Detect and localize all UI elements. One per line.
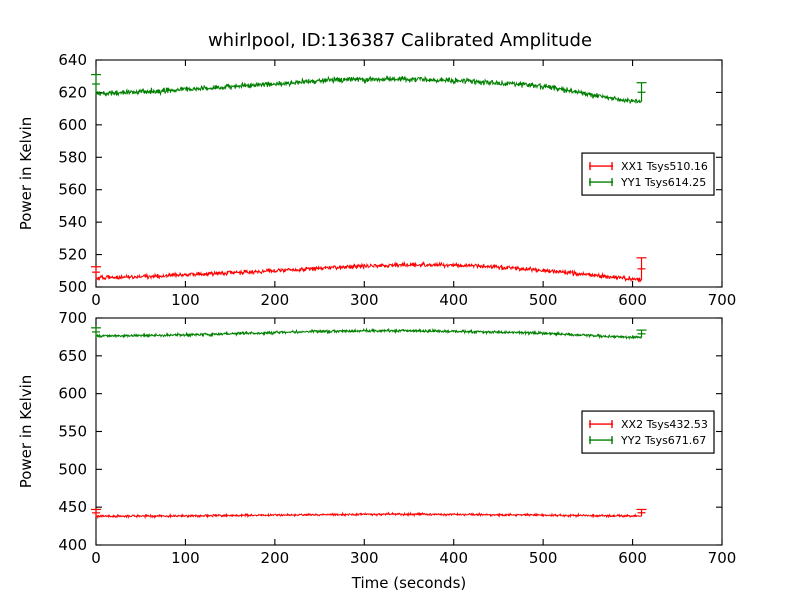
x-tick-label: 100	[171, 549, 200, 567]
x-tick-label: 400	[439, 549, 468, 567]
plot-panel-bottom: 0 100 200 300 400 500 600 700 400 450 500 550 600 650…	[17, 309, 736, 592]
x-tick-label: 700	[708, 549, 737, 567]
y-tick-label: 450	[58, 498, 87, 516]
data-trace	[95, 75, 642, 104]
y-tick-label: 640	[58, 51, 87, 69]
x-tick-label: 300	[350, 549, 379, 567]
legend-entry-label: XX1 Tsys510.16	[621, 160, 708, 173]
x-tick-label: 0	[91, 549, 101, 567]
y-tick-label: 600	[58, 385, 87, 403]
y-tick-label: 500	[58, 278, 87, 296]
x-tick-label: 200	[261, 549, 290, 567]
y-tick-label: 650	[58, 347, 87, 365]
axes-frame	[95, 59, 723, 288]
legend-entry-label: XX2 Tsys432.53	[621, 418, 708, 431]
plot-panel-top: 0 100 200 300 400 500 600 700 500 520 540 560 580 600…	[17, 51, 736, 309]
x-tick-label: 400	[439, 291, 468, 309]
legend-entry-label: YY1 Tsys614.25	[620, 176, 706, 189]
y-tick-label: 600	[58, 116, 87, 134]
y-tick-label: 700	[58, 309, 87, 327]
x-tick-label: 100	[171, 291, 200, 309]
data-trace	[95, 327, 642, 341]
legend-top[interactable]: XX1 Tsys510.16 YY1 Tsys614.25	[581, 152, 715, 196]
x-tick-label: 500	[529, 549, 558, 567]
y-tick-label: 540	[58, 213, 87, 231]
x-tick-label: 300	[350, 291, 379, 309]
y-tick-label: 620	[58, 83, 87, 101]
data-trace	[95, 511, 642, 520]
y-tick-label: 500	[58, 460, 87, 478]
y-tick-label: 550	[58, 423, 87, 441]
x-axis-label: Time (seconds)	[351, 574, 467, 592]
legend-box	[581, 152, 715, 196]
y-tick-label: 520	[58, 246, 87, 264]
legend-box	[581, 410, 715, 454]
x-tick-label: 600	[618, 549, 647, 567]
x-tick-label: 600	[618, 291, 647, 309]
legend-bottom[interactable]: XX2 Tsys432.53 YY2 Tsys671.67	[581, 410, 715, 454]
page-title: whirlpool, ID:136387 Calibrated Amplitud…	[208, 30, 592, 51]
y-axis-label: Power in Kelvin	[17, 375, 35, 489]
y-axis-label: Power in Kelvin	[17, 117, 35, 231]
data-trace	[95, 260, 642, 284]
y-tick-label: 560	[58, 181, 87, 199]
y-tick-label: 580	[58, 148, 87, 166]
y-tick-label: 400	[58, 536, 87, 554]
x-tick-label: 200	[261, 291, 290, 309]
x-tick-label: 500	[529, 291, 558, 309]
legend-entry-label: YY2 Tsys671.67	[620, 434, 706, 447]
x-tick-label: 700	[708, 291, 737, 309]
x-tick-label: 0	[91, 291, 101, 309]
